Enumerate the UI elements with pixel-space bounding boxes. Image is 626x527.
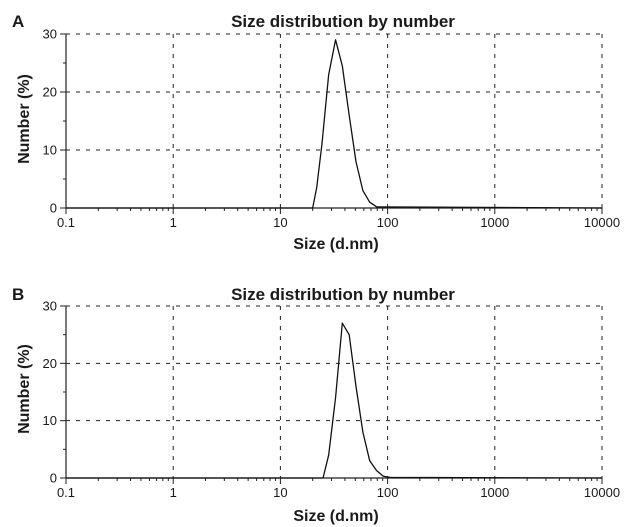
panel-a-x-tick-label: 1 [170, 215, 177, 230]
panel-b-x-tick-label: 10 [273, 485, 287, 500]
panel-b-x-axis-label: Size (d.nm) [293, 508, 378, 525]
panel-a-title: Size distribution by number [231, 12, 455, 31]
panel-b-y-tick-label: 10 [43, 413, 57, 428]
panel-a-series-line [66, 39, 603, 209]
panel-a-y-tick-label: 0 [50, 201, 57, 216]
panel-a-y-tick-label: 10 [43, 143, 57, 158]
panel-b-label: B [12, 285, 24, 304]
panel-b-x-tick-label: 1000 [480, 485, 509, 500]
panel-b-x-tick-label: 100 [377, 485, 399, 500]
panel-a-y-tick-label: 30 [43, 27, 57, 42]
panel-a-x-tick-label: 1000 [480, 215, 509, 230]
panel-a-y-tick-label: 20 [43, 85, 57, 100]
panel-b-y-axis-label: Number (%) [16, 344, 33, 434]
panel-b: B Size distribution by number Number (%)… [12, 285, 620, 525]
panel-b-y-tick-label: 30 [43, 299, 57, 314]
panel-b-plot-area [60, 305, 603, 484]
panel-b-x-tick-label: 10000 [584, 485, 620, 500]
panel-a-x-tick-label: 10000 [584, 215, 620, 230]
panel-a: A Size distribution by number Number (%)… [12, 12, 620, 253]
panel-b-series-line [66, 322, 603, 479]
panel-a-y-axis-label: Number (%) [16, 74, 33, 164]
panel-b-x-tick-label: 0.1 [57, 485, 75, 500]
panel-b-tick-labels: 0.1 1 10 100 1000 10000 0 10 20 30 [43, 299, 621, 501]
panel-a-x-tick-label: 100 [377, 215, 399, 230]
panel-b-y-tick-label: 0 [50, 471, 57, 486]
panel-a-x-tick-label: 0.1 [57, 215, 75, 230]
panel-b-x-tick-label: 1 [170, 485, 177, 500]
panel-a-label: A [12, 12, 24, 31]
panel-a-x-tick-label: 10 [273, 215, 287, 230]
panel-a-x-axis-label: Size (d.nm) [293, 236, 378, 253]
panel-a-plot-area [60, 33, 603, 214]
panel-a-tick-labels: 0.1 1 10 100 1000 10000 0 10 20 30 [43, 27, 621, 231]
panel-b-y-tick-label: 20 [43, 356, 57, 371]
panel-b-title: Size distribution by number [231, 285, 455, 304]
